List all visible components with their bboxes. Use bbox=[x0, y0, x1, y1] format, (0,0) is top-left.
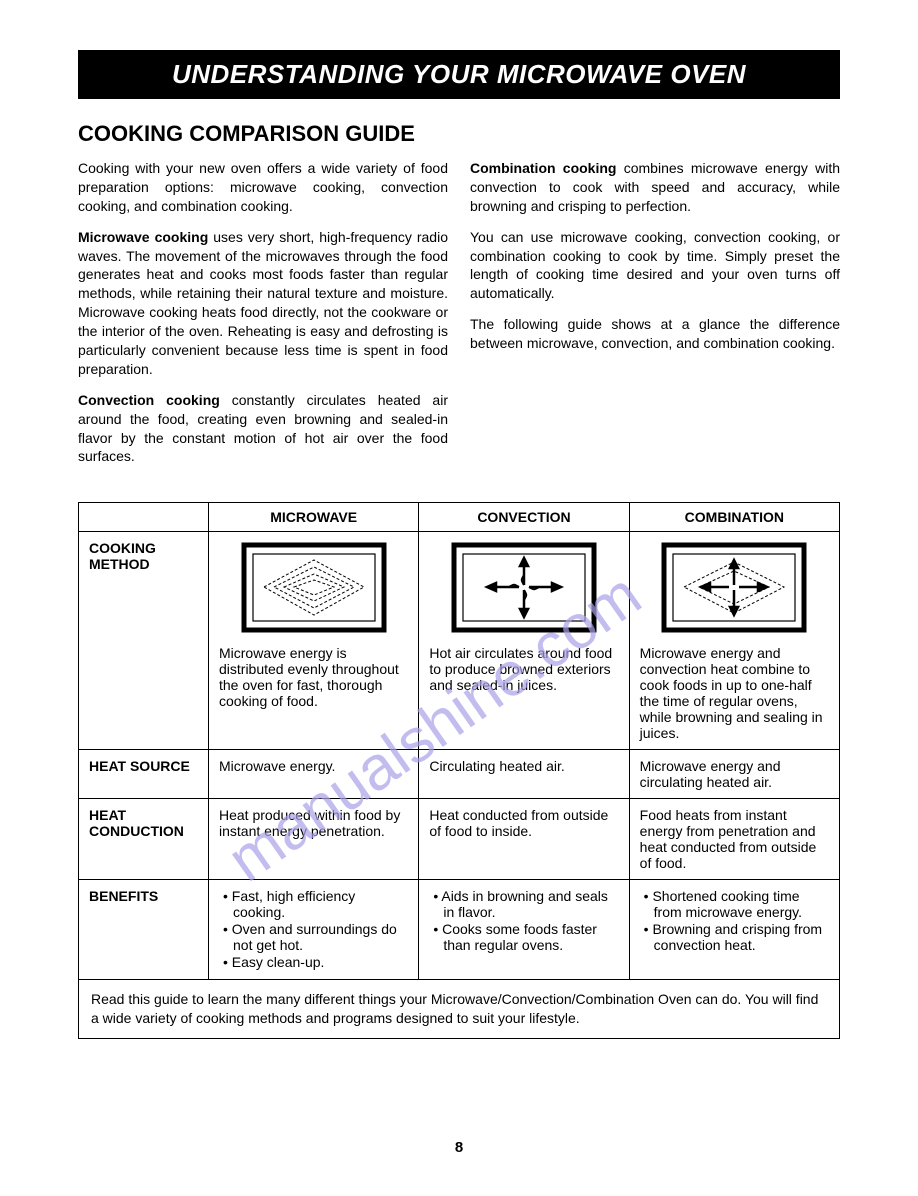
conv-label: Convection cooking bbox=[78, 392, 220, 408]
cell-hs-mw: Microwave energy. bbox=[209, 750, 419, 799]
row-benefits: BENEFITS Fast, high efficiency cooking. … bbox=[79, 880, 840, 980]
label-cooking-method: COOKING METHOD bbox=[79, 532, 209, 750]
page: UNDERSTANDING YOUR MICROWAVE OVEN COOKIN… bbox=[0, 0, 918, 1196]
right-column: Combination cooking combines microwave e… bbox=[470, 159, 840, 478]
cell-hc-conv: Heat conducted from outside of food to i… bbox=[419, 799, 629, 880]
left-p1: Cooking with your new oven offers a wide… bbox=[78, 159, 448, 216]
right-p3: The following guide shows at a glance th… bbox=[470, 315, 840, 353]
page-banner: UNDERSTANDING YOUR MICROWAVE OVEN bbox=[78, 50, 840, 99]
cell-hc-mw: Heat produced within food by instant ene… bbox=[209, 799, 419, 880]
list-item: Oven and surroundings do not get hot. bbox=[223, 921, 408, 953]
cell-method-combination: Microwave energy and convection heat com… bbox=[629, 532, 839, 750]
convection-arrows-icon bbox=[429, 540, 618, 635]
header-convection: CONVECTION bbox=[419, 503, 629, 532]
right-p1: Combination cooking combines microwave e… bbox=[470, 159, 840, 216]
cell-hc-combo: Food heats from instant energy from pene… bbox=[629, 799, 839, 880]
header-row: MICROWAVE CONVECTION COMBINATION bbox=[79, 503, 840, 532]
cell-ben-combo: Shortened cooking time from microwave en… bbox=[629, 880, 839, 980]
header-microwave: MICROWAVE bbox=[209, 503, 419, 532]
left-column: Cooking with your new oven offers a wide… bbox=[78, 159, 448, 478]
mw-label: Microwave cooking bbox=[78, 229, 208, 245]
benefits-list-mw: Fast, high efficiency cooking. Oven and … bbox=[219, 888, 408, 970]
microwave-pattern-icon bbox=[219, 540, 408, 635]
list-item: Browning and crisping from convection he… bbox=[644, 921, 829, 953]
header-combination: COMBINATION bbox=[629, 503, 839, 532]
comparison-table: MICROWAVE CONVECTION COMBINATION COOKING… bbox=[78, 502, 840, 1039]
list-item: Easy clean-up. bbox=[223, 954, 408, 970]
row-cooking-method: COOKING METHOD Microwave e bbox=[79, 532, 840, 750]
row-heat-conduction: HEAT CONDUCTION Heat produced within foo… bbox=[79, 799, 840, 880]
right-p2: You can use microwave cooking, convectio… bbox=[470, 228, 840, 304]
row-heat-source: HEAT SOURCE Microwave energy. Circulatin… bbox=[79, 750, 840, 799]
label-text: COOKING METHOD bbox=[89, 540, 156, 572]
list-item: Cooks some foods faster than regular ove… bbox=[433, 921, 618, 953]
combo-label: Combination cooking bbox=[470, 160, 616, 176]
table-footer-row: Read this guide to learn the many differ… bbox=[79, 980, 840, 1039]
cell-ben-conv: Aids in browning and seals in flavor. Co… bbox=[419, 880, 629, 980]
list-item: Fast, high efficiency cooking. bbox=[223, 888, 408, 920]
label-benefits: BENEFITS bbox=[79, 880, 209, 980]
cell-hs-conv: Circulating heated air. bbox=[419, 750, 629, 799]
combination-arrows-icon bbox=[640, 540, 829, 635]
label-heat-conduction: HEAT CONDUCTION bbox=[79, 799, 209, 880]
mw-text: uses very short, high-frequency radio wa… bbox=[78, 229, 448, 377]
method-mw-text: Microwave energy is distributed evenly t… bbox=[219, 645, 399, 709]
cell-method-convection: Hot air circulates around food to produc… bbox=[419, 532, 629, 750]
left-p3: Convection cooking constantly circulates… bbox=[78, 391, 448, 467]
benefits-list-conv: Aids in browning and seals in flavor. Co… bbox=[429, 888, 618, 953]
list-item: Aids in browning and seals in flavor. bbox=[433, 888, 618, 920]
cell-ben-mw: Fast, high efficiency cooking. Oven and … bbox=[209, 880, 419, 980]
cell-hs-combo: Microwave energy and circulating heated … bbox=[629, 750, 839, 799]
method-combo-text: Microwave energy and convection heat com… bbox=[640, 645, 823, 741]
page-number: 8 bbox=[78, 1139, 840, 1156]
label-heat-source: HEAT SOURCE bbox=[79, 750, 209, 799]
benefits-list-combo: Shortened cooking time from microwave en… bbox=[640, 888, 829, 953]
method-conv-text: Hot air circulates around food to produc… bbox=[429, 645, 612, 693]
list-item: Shortened cooking time from microwave en… bbox=[644, 888, 829, 920]
table-footer-text: Read this guide to learn the many differ… bbox=[79, 980, 840, 1039]
section-title: COOKING COMPARISON GUIDE bbox=[78, 121, 840, 147]
blank-header-cell bbox=[79, 503, 209, 532]
cell-method-microwave: Microwave energy is distributed evenly t… bbox=[209, 532, 419, 750]
left-p2: Microwave cooking uses very short, high-… bbox=[78, 228, 448, 379]
intro-columns: Cooking with your new oven offers a wide… bbox=[78, 159, 840, 478]
